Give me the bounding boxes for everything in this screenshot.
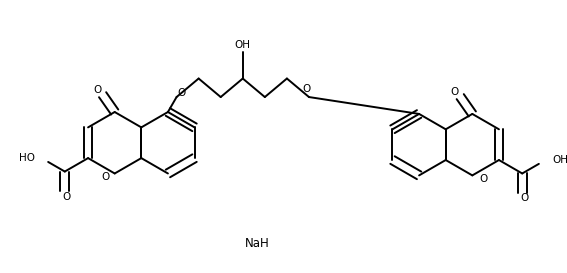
Text: O: O bbox=[177, 88, 185, 98]
Text: O: O bbox=[450, 87, 459, 97]
Text: O: O bbox=[101, 172, 109, 182]
Text: O: O bbox=[520, 194, 528, 203]
Text: OH: OH bbox=[235, 40, 251, 50]
Text: NaH: NaH bbox=[245, 237, 270, 250]
Text: O: O bbox=[62, 192, 71, 201]
Text: O: O bbox=[302, 84, 310, 94]
Text: HO: HO bbox=[19, 153, 35, 163]
Text: O: O bbox=[94, 85, 102, 95]
Text: OH: OH bbox=[552, 155, 567, 165]
Text: O: O bbox=[480, 174, 488, 184]
